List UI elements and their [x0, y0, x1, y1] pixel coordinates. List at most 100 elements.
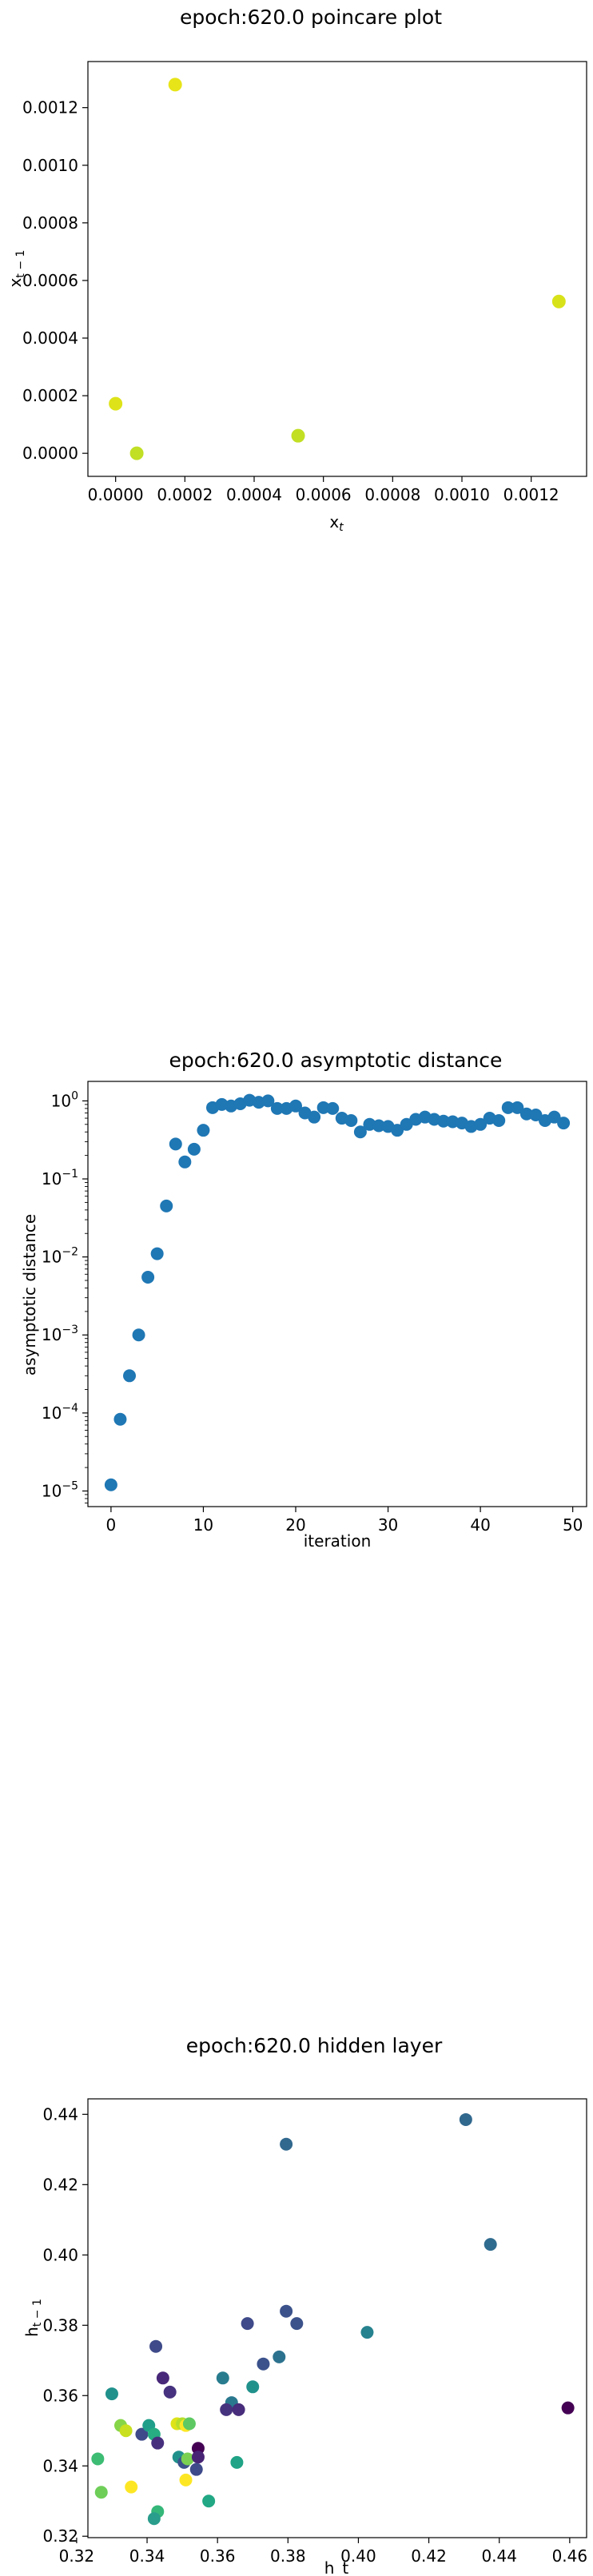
data-point — [187, 1142, 201, 1156]
data-point — [459, 2112, 472, 2126]
data-point — [132, 1328, 145, 1342]
data-point — [147, 2512, 161, 2526]
x-tick-label: 10 — [193, 1515, 213, 1535]
y-ticks: 0.32 0.34 0.36 0.38 0.40 0.42 0.44 — [42, 2104, 88, 2546]
poincare-plot: epoch:620.0 poincare plot 0.0000 0.0002 0.… — [6, 6, 587, 534]
chart-title: epoch:620.0 asymptotic distance — [169, 1049, 503, 1072]
y-tick-label: 0.36 — [42, 2386, 78, 2405]
x-tick-label: 0.34 — [129, 2546, 165, 2566]
data-point — [551, 294, 566, 309]
data-point — [529, 1109, 543, 1122]
data-point — [182, 2417, 196, 2431]
data-point — [270, 1101, 284, 1115]
data-point — [109, 396, 123, 411]
data-point — [160, 1199, 173, 1212]
x-axis-label: xt — [329, 512, 344, 534]
y-tick-label: 10−2 — [42, 1246, 78, 1267]
data-point — [168, 78, 182, 92]
data-point — [232, 2403, 245, 2416]
hidden-layer-plot: epoch:620.0 hidden layer 0.32 0.34 0.36 0.3… — [22, 2034, 587, 2576]
data-point — [511, 1101, 524, 1114]
y-tick-label: 0.0004 — [22, 328, 78, 348]
y-tick-label: 0.32 — [42, 2526, 78, 2546]
data-point — [547, 1110, 561, 1124]
x-tick-label: 50 — [563, 1515, 583, 1535]
data-point — [156, 2371, 169, 2385]
data-point — [280, 2304, 293, 2318]
data-point — [181, 2452, 194, 2466]
data-point — [561, 2401, 575, 2415]
data-point — [125, 2480, 138, 2494]
chart-title: epoch:620.0 hidden layer — [186, 2034, 443, 2057]
data-point — [149, 2339, 163, 2353]
data-point — [557, 1117, 571, 1130]
data-point — [189, 2463, 203, 2476]
y-tick-label: 0.0012 — [22, 98, 78, 117]
data-point — [119, 2424, 133, 2438]
data-point — [191, 2442, 205, 2455]
data-point — [316, 1101, 330, 1114]
x-tick-label: 0.0006 — [296, 485, 352, 504]
y-tick-label: 10−4 — [42, 1402, 78, 1423]
plot-frame — [87, 61, 587, 477]
x-tick-label: 0.32 — [59, 2546, 95, 2566]
data-point — [230, 2455, 244, 2469]
data-point — [484, 2238, 497, 2252]
data-point — [360, 2326, 374, 2339]
data-point — [91, 2452, 105, 2466]
x-tick-label: 0.36 — [200, 2546, 236, 2566]
data-point — [519, 1107, 533, 1121]
x-ticks: 0.0000 0.0002 0.0004 0.0006 0.0008 0.0010 0.00… — [88, 476, 559, 504]
y-tick-label: 0.0010 — [22, 156, 78, 175]
y-tick-label: 10−1 — [42, 1168, 78, 1188]
x-axis-label: h_t — [324, 2558, 349, 2576]
y-ticks: 10−5 10−4 10−3 10−2 10−1 100 — [42, 1089, 88, 1504]
data-point — [353, 1125, 367, 1139]
x-tick-label: 0.44 — [481, 2546, 517, 2566]
data-point — [179, 2473, 193, 2486]
y-tick-label: 0.0008 — [22, 213, 78, 233]
data-point — [129, 446, 144, 460]
data-point — [273, 2350, 286, 2363]
points — [109, 78, 566, 460]
x-ticks: 0.32 0.34 0.36 0.38 0.40 0.42 0.44 0.46 — [59, 2538, 587, 2566]
y-tick-label: 0.38 — [42, 2315, 78, 2335]
x-tick-label: 0.46 — [552, 2546, 588, 2566]
data-point — [220, 2403, 233, 2416]
data-point — [163, 2385, 177, 2399]
data-point — [169, 1137, 182, 1151]
data-point — [150, 1247, 164, 1260]
data-point — [257, 2357, 270, 2371]
x-tick-label: 0.0008 — [364, 485, 420, 504]
chart-title: epoch:620.0 poincare plot — [180, 6, 442, 29]
x-tick-label: 0.42 — [411, 2546, 447, 2566]
x-tick-label: 40 — [470, 1515, 490, 1535]
data-point — [474, 1117, 488, 1131]
data-point — [289, 1099, 302, 1113]
data-point — [308, 1110, 321, 1124]
x-tick-label: 0.0010 — [434, 485, 490, 504]
data-point — [246, 2380, 260, 2394]
data-point — [280, 2137, 293, 2151]
y-tick-label: 100 — [51, 1089, 78, 1110]
y-tick-label: 0.0006 — [22, 271, 78, 290]
data-point — [151, 2436, 165, 2450]
x-tick-label: 20 — [285, 1515, 305, 1535]
y-tick-label: 0.44 — [42, 2104, 78, 2124]
y-tick-label: 0.0002 — [22, 386, 78, 405]
x-tick-label: 0 — [106, 1515, 117, 1535]
data-point — [391, 1124, 404, 1137]
data-point — [94, 2486, 108, 2499]
x-tick-label: 0.0002 — [157, 485, 213, 504]
data-point — [123, 1369, 136, 1383]
data-point — [202, 2494, 216, 2508]
plot-frame — [87, 2098, 587, 2538]
data-point — [492, 1113, 506, 1127]
y-axis-label: ht − 1 — [22, 2299, 44, 2337]
data-point — [141, 1270, 155, 1284]
y-tick-label: 0.40 — [42, 2245, 78, 2264]
y-tick-label: 0.0000 — [22, 444, 78, 463]
x-tick-label: 0.0000 — [88, 485, 144, 504]
y-tick-label: 10−5 — [42, 1479, 78, 1500]
data-point — [178, 1155, 192, 1169]
